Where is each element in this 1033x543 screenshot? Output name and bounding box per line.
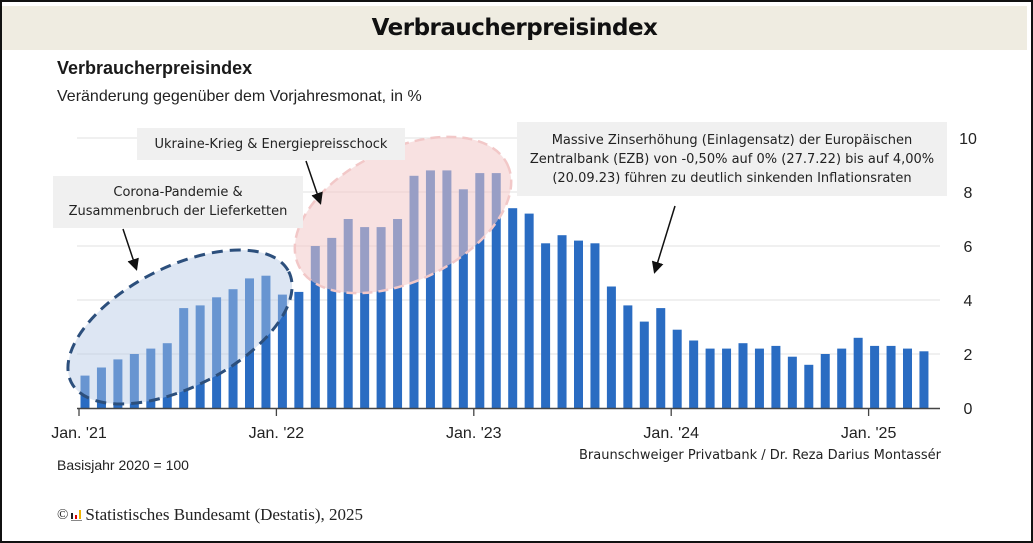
bar [179, 308, 189, 408]
destatis-logo-icon [71, 509, 83, 521]
bar [738, 343, 748, 408]
y-tick-label: 0 [964, 401, 973, 418]
bar [705, 348, 715, 408]
bar [261, 275, 271, 408]
annotation-line: Zusammenbruch der Lieferketten [68, 204, 288, 219]
bar [508, 208, 518, 408]
bar [310, 246, 320, 408]
bar [409, 175, 419, 408]
bar [557, 235, 567, 408]
bar [245, 278, 254, 408]
bar [113, 359, 123, 408]
bar [458, 189, 468, 408]
bar [886, 345, 896, 408]
bar [870, 345, 880, 408]
annotation-ukraine: Ukraine-Krieg & Energiepreisschock [137, 128, 405, 160]
banner: Verbraucherpreisindex [2, 6, 1027, 50]
chart-subtitle: Veränderung gegenüber dem Vorjahresmonat… [57, 88, 422, 105]
annotation-line: Ukraine-Krieg & Energiepreisschock [154, 136, 388, 152]
author-credit: Braunschweiger Privatbank / Dr. Reza Dar… [579, 448, 942, 463]
x-tick-label: Jan. '23 [446, 425, 502, 442]
bar [442, 170, 452, 408]
annotation-line: (20.09.23) führen zu deutlich sinkenden … [552, 170, 912, 186]
bar [574, 240, 583, 408]
bar [787, 356, 797, 408]
annotation-ezb: Massive Zinserhöhung (Einlagensatz) der … [517, 122, 947, 196]
bar [146, 348, 156, 408]
source-text: Statistisches Bundesamt (Destatis), 2025 [85, 505, 364, 524]
bar [475, 173, 485, 408]
bar [425, 170, 435, 408]
bar [771, 345, 781, 408]
chart-title: Verbraucherpreisindex [57, 58, 253, 78]
bar [327, 237, 337, 408]
bar [80, 375, 90, 408]
bar [804, 364, 814, 408]
bar [656, 308, 666, 408]
bar [606, 286, 616, 408]
bar [903, 348, 912, 408]
annotation-text: Massive Zinserhöhung (Einlagensatz) der … [530, 131, 934, 188]
bar [820, 354, 830, 408]
arrow-ezb [651, 205, 676, 274]
bar [96, 367, 106, 408]
bar [672, 329, 682, 408]
bar [919, 351, 929, 408]
bar [491, 173, 501, 408]
x-tick-label: Jan. '25 [841, 425, 897, 442]
annotation-line: Corona-Pandemie & [113, 185, 243, 200]
bar [722, 348, 732, 408]
bar [360, 227, 370, 408]
source-credit: © Statistisches Bundesamt (Destatis), 20… [57, 505, 363, 525]
bar [541, 243, 551, 408]
x-tick-label: Jan. '21 [51, 425, 107, 442]
bar [294, 291, 304, 408]
bar [162, 343, 172, 408]
y-tick-label: 6 [964, 239, 973, 256]
bar [524, 213, 534, 408]
y-tick-label: 4 [964, 293, 973, 310]
banner-title: Verbraucherpreisindex [371, 15, 658, 41]
arrow-ukraine [305, 160, 323, 205]
arrow-corona [122, 228, 139, 271]
bar [277, 294, 287, 408]
bar [590, 243, 600, 408]
bar [393, 219, 403, 408]
y-tick-label: 10 [959, 131, 977, 148]
x-tick-label: Jan. '22 [249, 425, 305, 442]
x-tick-label: Jan. '24 [643, 425, 699, 442]
bar [639, 321, 649, 408]
bar [853, 337, 863, 408]
bar [343, 219, 353, 408]
bar [623, 305, 633, 408]
footnote-base-year: Basisjahr 2020 = 100 [57, 457, 189, 473]
bar [129, 354, 139, 408]
bar [689, 340, 699, 408]
copyright-symbol: © [57, 506, 69, 523]
y-tick-label: 8 [964, 185, 973, 202]
bar [376, 227, 386, 408]
bar [212, 297, 222, 408]
annotation-line: Massive Zinserhöhung (Einlagensatz) der … [551, 132, 913, 148]
bar [837, 348, 847, 408]
annotation-corona: Corona-Pandemie & Zusammenbruch der Liefe… [53, 176, 303, 228]
annotation-text: Ukraine-Krieg & Energiepreisschock [155, 135, 388, 154]
y-tick-label: 2 [964, 347, 973, 364]
annotation-line: Zentralbank (EZB) von -0,50% auf 0% (27.… [529, 151, 935, 167]
bar [195, 305, 205, 408]
annotation-text: Corona-Pandemie & Zusammenbruch der Liefe… [69, 183, 288, 221]
bar [228, 289, 238, 408]
bar [754, 348, 764, 408]
highlight-ellipse-corona [66, 248, 294, 406]
